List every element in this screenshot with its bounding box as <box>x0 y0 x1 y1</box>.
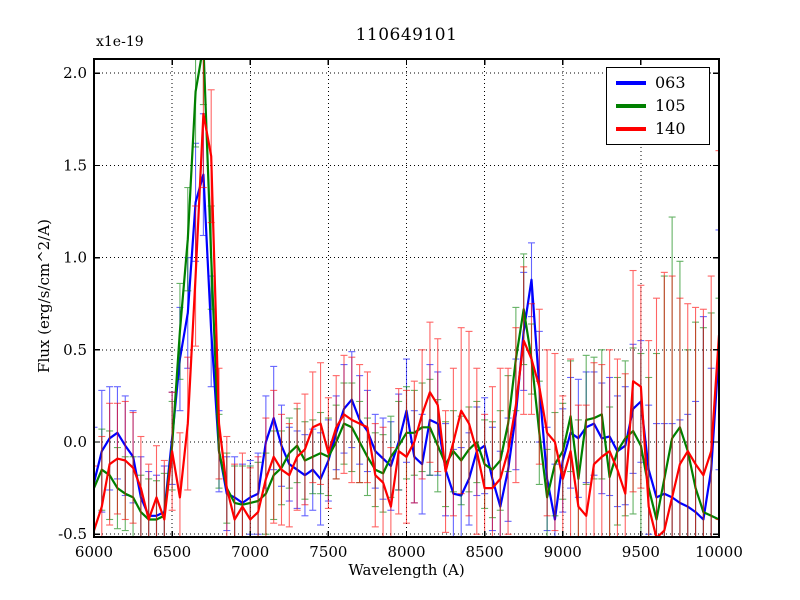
x-tick-label: 9000 <box>544 543 582 561</box>
x-tick-label: 7500 <box>309 543 347 561</box>
tick-labels: 6000 6500 7000 7500 8000 8500 9000 9500 10000 -0.… <box>58 64 743 561</box>
x-tick-label: 6500 <box>153 543 191 561</box>
x-axis-label: Wavelength (A) <box>348 561 465 579</box>
y-axis-label: Flux (erg/s/cm^2/A) <box>35 219 53 373</box>
y-axis-offset-label: x1e-19 <box>96 34 144 50</box>
legend-entry-063: 063 <box>616 75 700 91</box>
y-tick-label: 2.0 <box>63 64 87 82</box>
legend-line-140 <box>616 127 646 131</box>
y-tick-label: -0.5 <box>58 525 87 543</box>
legend-line-105 <box>616 104 646 108</box>
series-line-140 <box>94 112 719 537</box>
chart-title: 110649101 <box>355 25 458 45</box>
legend-label-063: 063 <box>655 73 686 92</box>
y-tick-label: 0.5 <box>63 341 87 359</box>
legend-label-140: 140 <box>655 119 686 138</box>
x-tick-label: 8000 <box>387 543 425 561</box>
y-tick-label: 1.5 <box>63 156 87 174</box>
tick-marks <box>93 59 720 537</box>
legend-entry-105: 105 <box>616 98 700 114</box>
legend: 063 105 140 <box>606 67 710 145</box>
x-tick-label: 10000 <box>695 543 743 561</box>
legend-line-063 <box>616 81 646 85</box>
x-tick-label: 6000 <box>75 543 113 561</box>
legend-entry-140: 140 <box>616 121 700 137</box>
y-tick-label: 0.0 <box>63 433 87 451</box>
x-tick-label: 9500 <box>622 543 660 561</box>
x-tick-label: 8500 <box>466 543 504 561</box>
x-tick-label: 7000 <box>231 543 269 561</box>
legend-label-105: 105 <box>655 96 686 115</box>
y-tick-label: 1.0 <box>63 249 87 267</box>
